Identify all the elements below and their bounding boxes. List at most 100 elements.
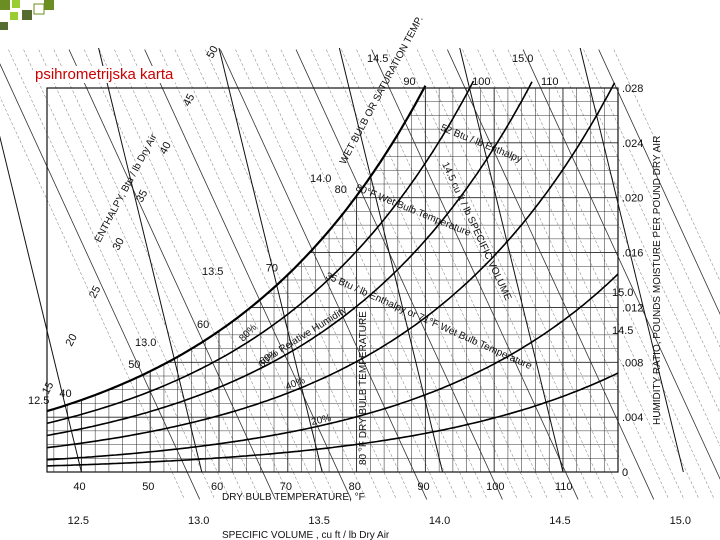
enthalpy-line — [416, 49, 624, 500]
rh-curve-80pct — [46, 80, 475, 425]
rh-label-80: 80% — [237, 322, 259, 344]
slide-title: psihrometrijska karta — [33, 66, 176, 83]
enthalpy-line — [205, 49, 412, 500]
specific-volume-tick-label: 14.0 — [429, 515, 450, 527]
enthalpy-line — [83, 49, 291, 500]
enthalpy-line — [38, 49, 246, 500]
specific-volume-tick-label: 14.5 — [549, 515, 570, 527]
enthalpy-line — [553, 49, 720, 414]
enthalpy-line — [99, 49, 306, 500]
enthalpy-line — [522, 49, 720, 480]
enthalpy-line — [598, 49, 720, 315]
x-tick-label: 50 — [142, 481, 154, 493]
x-tick-label: 60 — [211, 481, 223, 493]
specific-volume-tick-label: 12.5 — [68, 515, 89, 527]
enthalpy-line — [8, 49, 216, 500]
enthalpy-line — [189, 49, 397, 500]
chart-curves — [46, 80, 619, 467]
x-tick-label: 110 — [555, 481, 573, 493]
saturation-tick-label: 110 — [541, 76, 559, 88]
enthalpy-tick-label: 40 — [158, 140, 174, 156]
x-tick-label: 100 — [486, 481, 504, 493]
saturation-tick-label: 80 — [335, 184, 347, 196]
enthalpy-tick-label: 30 — [111, 236, 127, 252]
specific-volume-line — [579, 47, 684, 473]
specific-volume-line — [338, 47, 444, 473]
enthalpy-line — [326, 49, 533, 500]
enthalpy-line — [265, 49, 473, 500]
enthalpy-line — [401, 49, 609, 500]
y-tick-label: .004 — [622, 412, 643, 424]
x-tick-label: 70 — [280, 481, 292, 493]
enthalpy-line — [568, 49, 720, 381]
enthalpy-line — [174, 49, 382, 500]
annotation-80f-dry-bulb: 80 °F DRY BULB TEMPERATURE — [358, 311, 369, 465]
deco-square — [0, 0, 10, 10]
specific-volume-right-tick: 14.5 — [612, 325, 633, 337]
enthalpy-line — [114, 49, 321, 500]
rh-curve-100pct — [46, 85, 427, 413]
enthalpy-line — [0, 63, 201, 500]
enthalpy-axis-label: ENTHALPY, Btu / lb Dry Air — [93, 132, 160, 245]
deco-square — [0, 22, 8, 30]
saturation-label: WET BULB OR SATURATION TEMP. — [338, 14, 426, 166]
y-tick-label: .012 — [622, 302, 643, 314]
enthalpy-line — [341, 49, 548, 500]
specific-volume-line — [459, 47, 564, 473]
enthalpy-line — [311, 49, 518, 500]
y-tick-label: .016 — [622, 248, 643, 260]
enthalpy-tick-label: 20 — [64, 332, 80, 348]
x-tick-label: 40 — [73, 481, 85, 493]
enthalpy-line — [386, 49, 594, 500]
enthalpy-line — [129, 49, 337, 500]
enthalpy-line — [613, 49, 720, 282]
y-tick-label: .020 — [622, 193, 643, 205]
enthalpy-line — [23, 49, 231, 500]
enthalpy-line — [462, 49, 670, 500]
enthalpy-tick-label: 50 — [205, 44, 221, 60]
slide-decoration — [0, 0, 54, 30]
enthalpy-line — [507, 49, 715, 500]
specific-volume-left-tick: 12.5 — [28, 395, 49, 407]
saturation-tick-label: 100 — [472, 76, 490, 88]
y-axis-label: HUMIDITY RATIO, POUNDS MOISTURE PER POUN… — [652, 136, 663, 425]
rh-curve-low — [46, 372, 619, 467]
enthalpy-line — [68, 49, 276, 500]
rh-curve-40pct — [46, 82, 616, 449]
deco-square — [12, 0, 20, 8]
enthalpy-line — [0, 96, 185, 500]
y-tick-label: 0 — [622, 467, 628, 479]
chart-border — [46, 87, 619, 473]
chart-frame — [46, 87, 619, 473]
enthalpy-line — [356, 49, 564, 500]
enthalpy-tick-label: 35 — [134, 188, 150, 204]
enthalpy-line — [235, 49, 443, 500]
specific-volume-left-tick: 13.0 — [135, 337, 156, 349]
x-tick-label: 80 — [349, 481, 361, 493]
enthalpy-line — [144, 49, 352, 500]
enthalpy-line — [432, 49, 639, 500]
enthalpy-line — [159, 49, 367, 500]
enthalpy-tick-label: 25 — [87, 284, 103, 300]
specific-volume-left-tick: 14.0 — [310, 173, 331, 185]
rh-label-20: 20% — [310, 413, 332, 428]
specific-volume-right-tick: 15.0 — [612, 287, 633, 299]
enthalpy-line — [220, 49, 428, 500]
saturation-tick-label: 90 — [403, 76, 415, 88]
x-axis-label: DRY BULB TEMPERATURE, °F — [222, 492, 365, 503]
specific-volume-axis-label: SPECIFIC VOLUME , cu ft / lb Dry Air — [222, 530, 390, 540]
specific-volume-tick-label: 13.0 — [188, 515, 209, 527]
x-tick-label: 90 — [417, 481, 429, 493]
deco-square — [22, 10, 32, 20]
saturation-tick-label: 70 — [266, 263, 278, 275]
y-tick-label: .008 — [622, 357, 643, 369]
y-tick-label: .024 — [622, 138, 643, 150]
specific-volume-left-tick: 14.5 — [367, 53, 388, 65]
enthalpy-line — [280, 49, 488, 500]
enthalpy-tick-label: 15 — [40, 380, 56, 396]
deco-square — [10, 12, 18, 20]
specific-volume-tick-label: 13.5 — [308, 515, 329, 527]
enthalpy-line — [538, 49, 720, 447]
y-tick-label: .028 — [622, 83, 643, 95]
